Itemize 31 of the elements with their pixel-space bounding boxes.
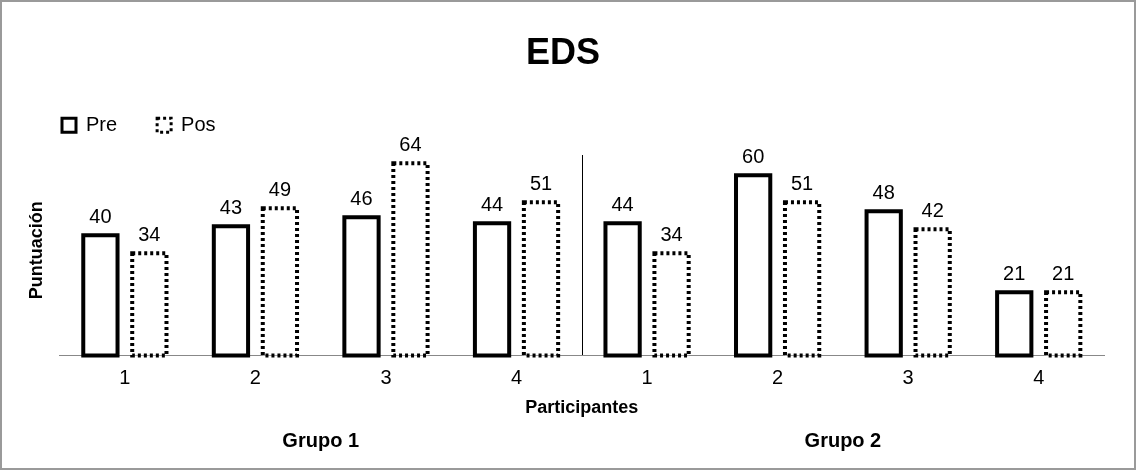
x-tick-label: 2 (249, 365, 261, 388)
data-label: 21 (1052, 261, 1075, 284)
data-label: 34 (138, 222, 161, 245)
x-tick-label: 3 (902, 365, 914, 388)
data-label: 60 (742, 144, 765, 167)
legend-label: Pre (86, 112, 118, 135)
data-label: 42 (921, 198, 944, 221)
data-label: 46 (350, 186, 373, 209)
data-label: 51 (529, 171, 553, 194)
legend-label: Pos (181, 112, 216, 135)
data-label: 40 (89, 204, 112, 227)
data-label: 44 (480, 192, 504, 215)
data-label: 21 (1003, 261, 1026, 284)
x-tick-label: 2 (772, 365, 784, 388)
data-label: 44 (611, 192, 634, 215)
data-label: 64 (399, 132, 422, 155)
x-tick-label: 4 (510, 365, 523, 388)
x-tick-label: 4 (1033, 365, 1045, 388)
x-tick-label: 1 (119, 365, 131, 388)
data-label: 43 (219, 195, 243, 218)
chart-title: EDS (525, 30, 601, 72)
x-axis-title: Participantes (525, 397, 639, 418)
data-label: 34 (660, 222, 683, 245)
text: Grupo 1 (282, 428, 360, 451)
text: Grupo 2 (804, 428, 882, 451)
y-axis-title: Puntuación (25, 201, 46, 300)
data-label: 51 (790, 171, 814, 194)
data-label: 48 (872, 180, 895, 203)
data-label: 49 (268, 177, 292, 200)
x-tick-label: 1 (641, 365, 653, 388)
x-tick-label: 3 (380, 365, 392, 388)
